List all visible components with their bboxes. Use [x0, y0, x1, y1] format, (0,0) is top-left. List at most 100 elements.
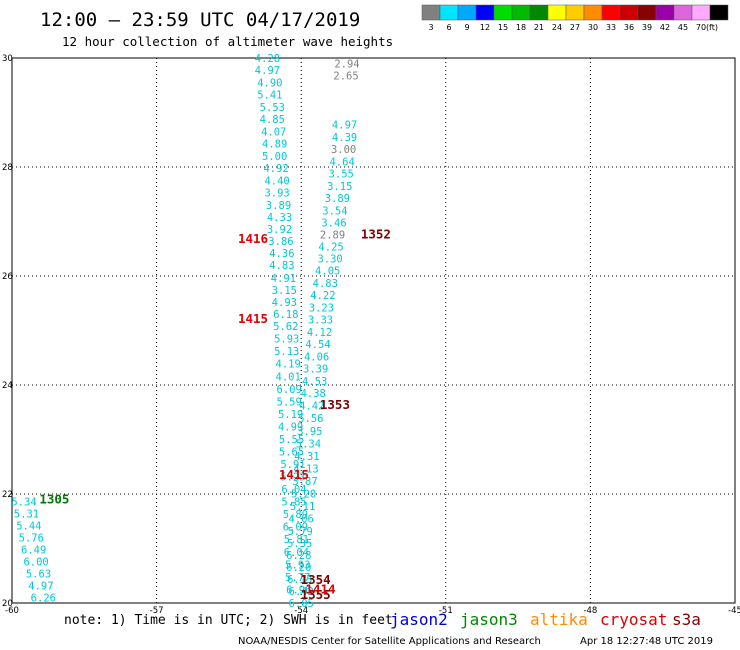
- legend-label: 9: [464, 23, 469, 32]
- data-points: 4.284.974.905.415.534.854.074.895.004.92…: [11, 53, 359, 610]
- legend-swatch: [673, 4, 693, 21]
- legend-label: 15: [498, 23, 508, 32]
- wave-height-label: 5.19: [278, 409, 303, 421]
- legend-label: 27: [570, 23, 580, 32]
- wave-height-label: 4.93: [272, 297, 297, 309]
- legend-swatch: [709, 4, 729, 21]
- wave-height-label: 5.63: [26, 569, 51, 581]
- legend-label: 45: [678, 23, 688, 32]
- wave-height-label: 6.28: [286, 550, 311, 562]
- wave-height-label: 5.44: [16, 521, 41, 533]
- wave-height-label: 3.92: [267, 224, 292, 236]
- legend-label: 33: [606, 23, 616, 32]
- wave-height-label: 4.99: [278, 421, 303, 433]
- wave-height-label: 4.83: [269, 260, 294, 272]
- wave-height-label: 5.11: [290, 501, 315, 513]
- wave-height-label: 4.54: [305, 339, 330, 351]
- wave-height-label: 6.18: [273, 309, 298, 321]
- wave-height-label: 6.20: [286, 562, 311, 574]
- pass-time-label: 1305: [39, 491, 69, 506]
- legend-swatch: [637, 4, 657, 21]
- legend-label: 18: [516, 23, 526, 32]
- wave-height-label: 6.13: [287, 574, 312, 586]
- wave-height-label: 4.22: [310, 290, 335, 302]
- legend-label: 42: [660, 23, 670, 32]
- legend-swatch: [547, 4, 567, 21]
- legend-swatch: [457, 4, 477, 21]
- wave-height-label: 4.39: [332, 132, 357, 144]
- legend-unit: (ft): [706, 23, 718, 32]
- wave-height-label: 4.25: [318, 242, 343, 254]
- wave-height-label: 4.05: [315, 266, 340, 278]
- legend-swatch: [493, 4, 513, 21]
- legend-swatch: [583, 4, 603, 21]
- wave-height-label: 5.79: [288, 526, 313, 538]
- wave-height-label: 5.23: [280, 472, 305, 484]
- wave-height-label: 3.00: [331, 144, 356, 156]
- pass-time-label: 1414: [305, 581, 335, 596]
- wave-height-label: 5.93: [285, 559, 310, 571]
- wave-height-label: 6.09: [277, 384, 302, 396]
- wave-height-label: 4.97: [332, 119, 357, 131]
- wave-height-label: 5.65: [279, 446, 304, 458]
- wave-height-label: 4.90: [257, 78, 282, 90]
- y-tick-label: 26: [2, 272, 13, 282]
- wave-height-label: 5.41: [257, 90, 282, 102]
- wave-height-label: 3.87: [292, 476, 317, 488]
- footer-note: note: 1) Time is in UTC; 2) SWH is in fe…: [64, 613, 393, 628]
- wave-height-label: 6.49: [21, 545, 46, 557]
- wave-height-label: 6.04: [281, 484, 306, 496]
- wave-height-label: 4.06: [304, 352, 329, 364]
- wave-height-label: 4.83: [313, 278, 338, 290]
- x-tick-label: -48: [583, 606, 597, 616]
- legend-swatch: [691, 4, 711, 21]
- legend-label: 6: [446, 23, 451, 32]
- wave-height-label: 6.96: [286, 584, 311, 596]
- wave-height-label: 3.15: [272, 285, 297, 297]
- wave-height-label: 5.13: [274, 346, 299, 358]
- wave-height-label: 4.89: [262, 139, 287, 151]
- chart-subtitle: 12 hour collection of altimeter wave hei…: [62, 34, 393, 49]
- wave-height-label: 5.34: [296, 438, 321, 450]
- legend-label: 24: [552, 23, 562, 32]
- satellite-altika: altika: [530, 610, 588, 629]
- y-tick-label: 24: [2, 381, 13, 391]
- wave-height-label: 4.92: [263, 163, 288, 175]
- wave-height-label: 5.55: [279, 434, 304, 446]
- satellite-legend: jason2 jason3 altika cryosat s3a: [390, 610, 701, 629]
- wave-height-label: 3.15: [327, 181, 352, 193]
- wave-height-label: 5.62: [273, 321, 298, 333]
- legend-label: 3: [428, 23, 433, 32]
- wave-height-label: 5.91: [280, 459, 305, 471]
- wave-height-label: 4.19: [276, 359, 301, 371]
- wave-height-label: 3.54: [322, 206, 347, 218]
- y-tick-label: 30: [2, 54, 13, 64]
- legend-swatch: [601, 4, 621, 21]
- wave-height-label: 6.09: [283, 522, 308, 534]
- wave-height-label: 5.59: [277, 396, 302, 408]
- legend-swatch: [439, 4, 459, 21]
- wave-height-label: 4.12: [307, 327, 332, 339]
- wave-height-label: 3.39: [303, 364, 328, 376]
- wave-height-label: 2.65: [333, 70, 358, 82]
- wave-height-label: 4.40: [264, 176, 289, 188]
- wave-height-label: 2.89: [320, 230, 345, 242]
- satellite-cryosat: cryosat: [600, 610, 667, 629]
- legend-label: 12: [480, 23, 490, 32]
- wave-height-label: 4.13: [293, 463, 318, 475]
- pass-time-label: 1415: [238, 311, 268, 326]
- wave-height-label: 3.30: [317, 254, 342, 266]
- grid: [12, 58, 735, 603]
- y-tick-label: 28: [2, 163, 13, 173]
- legend-label: 21: [534, 23, 544, 32]
- wave-height-label: 4.91: [271, 273, 296, 285]
- wave-height-label: 4.97: [28, 581, 53, 593]
- plot-frame: [11, 57, 736, 604]
- wave-height-label: 6.42: [289, 586, 314, 598]
- legend-swatch: [421, 4, 441, 21]
- pass-time-label: 1415: [279, 467, 309, 482]
- legend-label: 70: [696, 23, 706, 32]
- pass-time-label: 1353: [320, 397, 350, 412]
- x-tick-label: -54: [294, 606, 308, 616]
- pass-time-label: 1416: [238, 231, 268, 246]
